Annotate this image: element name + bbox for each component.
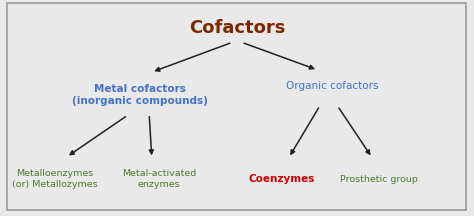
Text: Prosthetic group: Prosthetic group (340, 175, 418, 184)
Text: Cofactors: Cofactors (189, 19, 285, 37)
Text: Metal cofactors
(inorganic compounds): Metal cofactors (inorganic compounds) (72, 84, 208, 106)
Text: Coenzymes: Coenzymes (249, 174, 315, 184)
FancyBboxPatch shape (7, 3, 466, 210)
Text: Metal-activated
enzymes: Metal-activated enzymes (122, 169, 196, 189)
Text: Organic cofactors: Organic cofactors (285, 81, 378, 91)
Text: Metalloenzymes
(or) Metallozymes: Metalloenzymes (or) Metallozymes (12, 169, 97, 189)
